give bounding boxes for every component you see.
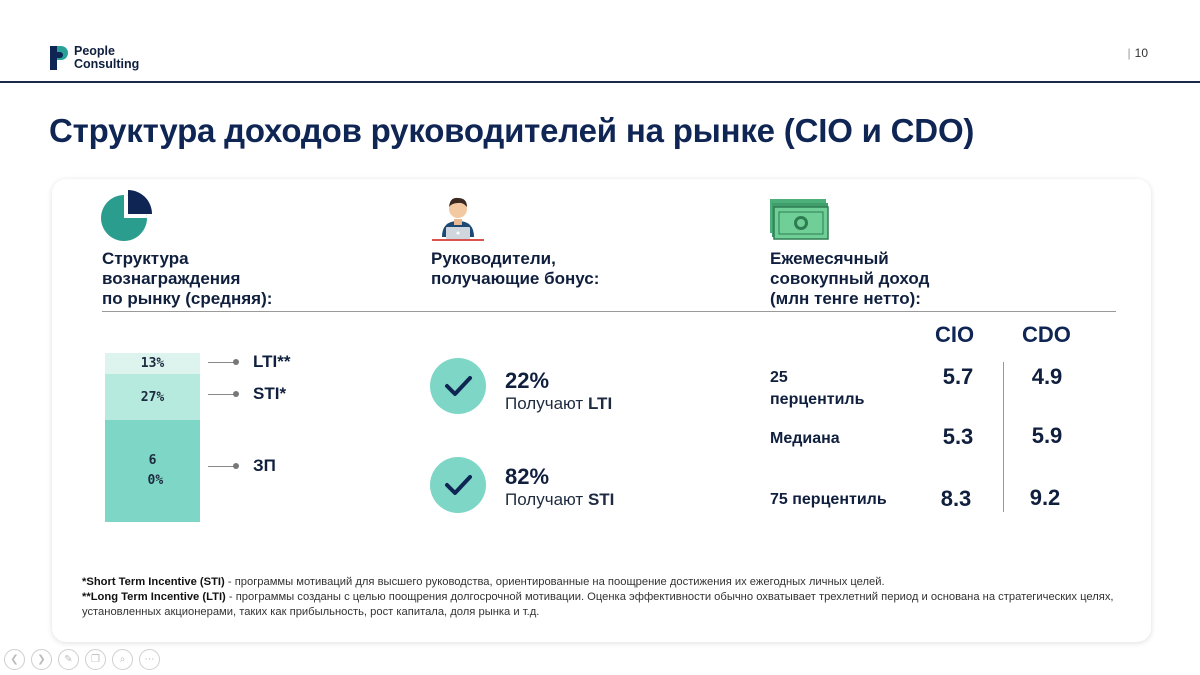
bonus-sti-prefix: Получают — [505, 490, 584, 509]
bonus-sti-text: Получают STI — [505, 490, 614, 510]
legend-lti: LTI** — [208, 352, 290, 372]
pen-icon[interactable]: ✎ — [58, 649, 79, 670]
page-title: Структура доходов руководителей на рынке… — [49, 112, 975, 149]
header-divider — [102, 311, 1116, 312]
bar-value-sti: 27% — [140, 389, 165, 405]
bar-value-zp: 60% — [147, 453, 164, 488]
legend-zp: ЗП — [208, 456, 276, 476]
row-p25-label-line2: перцентиль — [770, 391, 865, 408]
cio-median: 5.3 — [942, 424, 974, 449]
manager-laptop-icon — [432, 197, 484, 241]
content-card — [52, 179, 1151, 642]
income-heading-line1: Ежемесячный — [770, 249, 889, 268]
prev-icon[interactable]: ❮ — [4, 649, 25, 670]
legend-zp-label: ЗП — [253, 456, 276, 475]
more-icon[interactable]: ⋯ — [139, 649, 160, 670]
page-sep: | — [1127, 46, 1131, 60]
bonus-heading-line1: Руководители, — [431, 249, 556, 268]
check-circle-icon — [430, 457, 486, 513]
logo-line2: Consulting — [74, 57, 140, 71]
legend-sti: STI* — [208, 384, 286, 404]
footnote-lti: **Long Term Incentive (LTI) - программы … — [82, 590, 1132, 620]
bonus-lti-prefix: Получают — [505, 394, 584, 413]
bonus-lti-text: Получают LTI — [505, 394, 612, 414]
income-heading-line2: совокупный доход — [770, 269, 930, 288]
bar-value-lti: 13% — [140, 356, 165, 371]
bonus-lti-pct: 22% — [505, 368, 550, 393]
bar-segment-lti: 13% — [105, 353, 200, 374]
cio-p75: 8.3 — [940, 486, 972, 511]
col-cio: CIO — [935, 322, 975, 347]
bonus-sti-kind: STI — [587, 490, 615, 509]
bonus-heading: Руководители, получающие бонус: — [431, 249, 599, 289]
logo: People Consulting — [50, 45, 139, 71]
cio-p25: 5.7 — [942, 364, 974, 389]
header-rule — [0, 81, 1200, 83]
table-divider — [1003, 362, 1004, 512]
income-heading-line3: (млн тенге нетто): — [770, 289, 921, 308]
page-number: | 10 — [1128, 46, 1148, 60]
row-median-label: Медиана — [770, 430, 840, 447]
banknotes-icon — [770, 199, 829, 240]
row-p25-label-line1: 25 — [770, 369, 788, 386]
logo-line1: People — [74, 44, 115, 58]
structure-heading-line2: вознаграждения — [102, 269, 241, 288]
row-p25-label: 25 перцентиль — [770, 367, 864, 411]
cdo-p75: 9.2 — [1029, 485, 1061, 510]
footnote-sti-term: *Short Term Incentive (STI) — [82, 576, 225, 588]
bar-segment-zp: 60% — [105, 420, 200, 522]
col-cdo: CDO — [1022, 322, 1071, 347]
logo-icon — [50, 46, 68, 70]
bar-segment-sti: 27% — [105, 374, 200, 420]
footnotes: *Short Term Incentive (STI) - программы … — [82, 575, 1132, 620]
zoom-icon[interactable]: ⌕ — [112, 649, 133, 670]
income-heading: Ежемесячный совокупный доход (млн тенге … — [770, 249, 929, 309]
bonus-sti-pct: 82% — [505, 464, 550, 489]
page-number-value: 10 — [1134, 46, 1148, 60]
legend-sti-label: STI* — [253, 384, 287, 403]
footnote-lti-text: - программы созданы с целью поощрения до… — [82, 591, 1114, 618]
cdo-median: 5.9 — [1031, 423, 1063, 448]
structure-heading-line3: по рынку (средняя): — [102, 289, 273, 308]
bonus-heading-line2: получающие бонус: — [431, 269, 600, 288]
footnote-sti: *Short Term Incentive (STI) - программы … — [82, 575, 1132, 590]
slideshow-toolbar: ❮ ❯ ✎ ❐ ⌕ ⋯ — [4, 649, 160, 670]
structure-heading: Структура вознаграждения по рынку (средн… — [102, 249, 272, 309]
slide-header: People Consulting | 10 — [0, 0, 1200, 82]
next-icon[interactable]: ❯ — [31, 649, 52, 670]
footnote-lti-term: **Long Term Incentive (LTI) — [82, 591, 226, 603]
pie-chart-icon — [101, 190, 152, 241]
footnote-sti-text: - программы мотиваций для высшего руково… — [224, 576, 885, 588]
row-p75-label: 75 перцентиль — [770, 491, 887, 508]
check-circle-icon — [430, 358, 486, 414]
structure-heading-line1: Структура — [102, 249, 189, 268]
legend-lti-label: LTI** — [253, 352, 291, 371]
cdo-p25: 4.9 — [1031, 364, 1063, 389]
bonus-lti-kind: LTI — [587, 394, 613, 413]
copy-icon[interactable]: ❐ — [85, 649, 106, 670]
